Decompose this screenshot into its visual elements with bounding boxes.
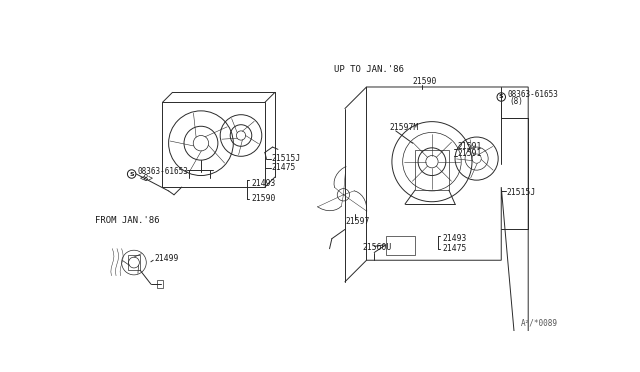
Text: S: S bbox=[499, 94, 504, 99]
Text: <8>: <8> bbox=[140, 174, 154, 183]
Text: 21590: 21590 bbox=[413, 77, 437, 86]
Text: 21597M: 21597M bbox=[390, 123, 419, 132]
Text: 21475: 21475 bbox=[442, 244, 467, 253]
Text: 21591: 21591 bbox=[458, 142, 482, 151]
Bar bbox=[415, 150, 449, 190]
Text: 21499: 21499 bbox=[155, 254, 179, 263]
Text: 21493: 21493 bbox=[442, 234, 467, 243]
Text: 21475: 21475 bbox=[272, 163, 296, 172]
Text: 21590: 21590 bbox=[251, 194, 275, 203]
Text: A²/*0089: A²/*0089 bbox=[520, 319, 557, 328]
Text: 08363-61653: 08363-61653 bbox=[138, 167, 189, 176]
Bar bbox=[386, 235, 415, 255]
Text: UP TO JAN.'86: UP TO JAN.'86 bbox=[334, 65, 404, 74]
Text: 21515J: 21515J bbox=[272, 154, 301, 163]
Bar bbox=[128, 255, 140, 270]
Text: 21597: 21597 bbox=[345, 217, 369, 226]
Text: 08363-61653: 08363-61653 bbox=[508, 90, 558, 99]
Text: 21591: 21591 bbox=[458, 150, 482, 158]
Text: FROM JAN.'86: FROM JAN.'86 bbox=[95, 216, 160, 225]
Bar bbox=[157, 280, 163, 288]
Text: 21493: 21493 bbox=[251, 179, 275, 188]
Text: 21515J: 21515J bbox=[507, 188, 536, 197]
Text: S: S bbox=[129, 171, 134, 176]
Text: 21560U: 21560U bbox=[363, 243, 392, 251]
Text: (8): (8) bbox=[509, 97, 524, 106]
